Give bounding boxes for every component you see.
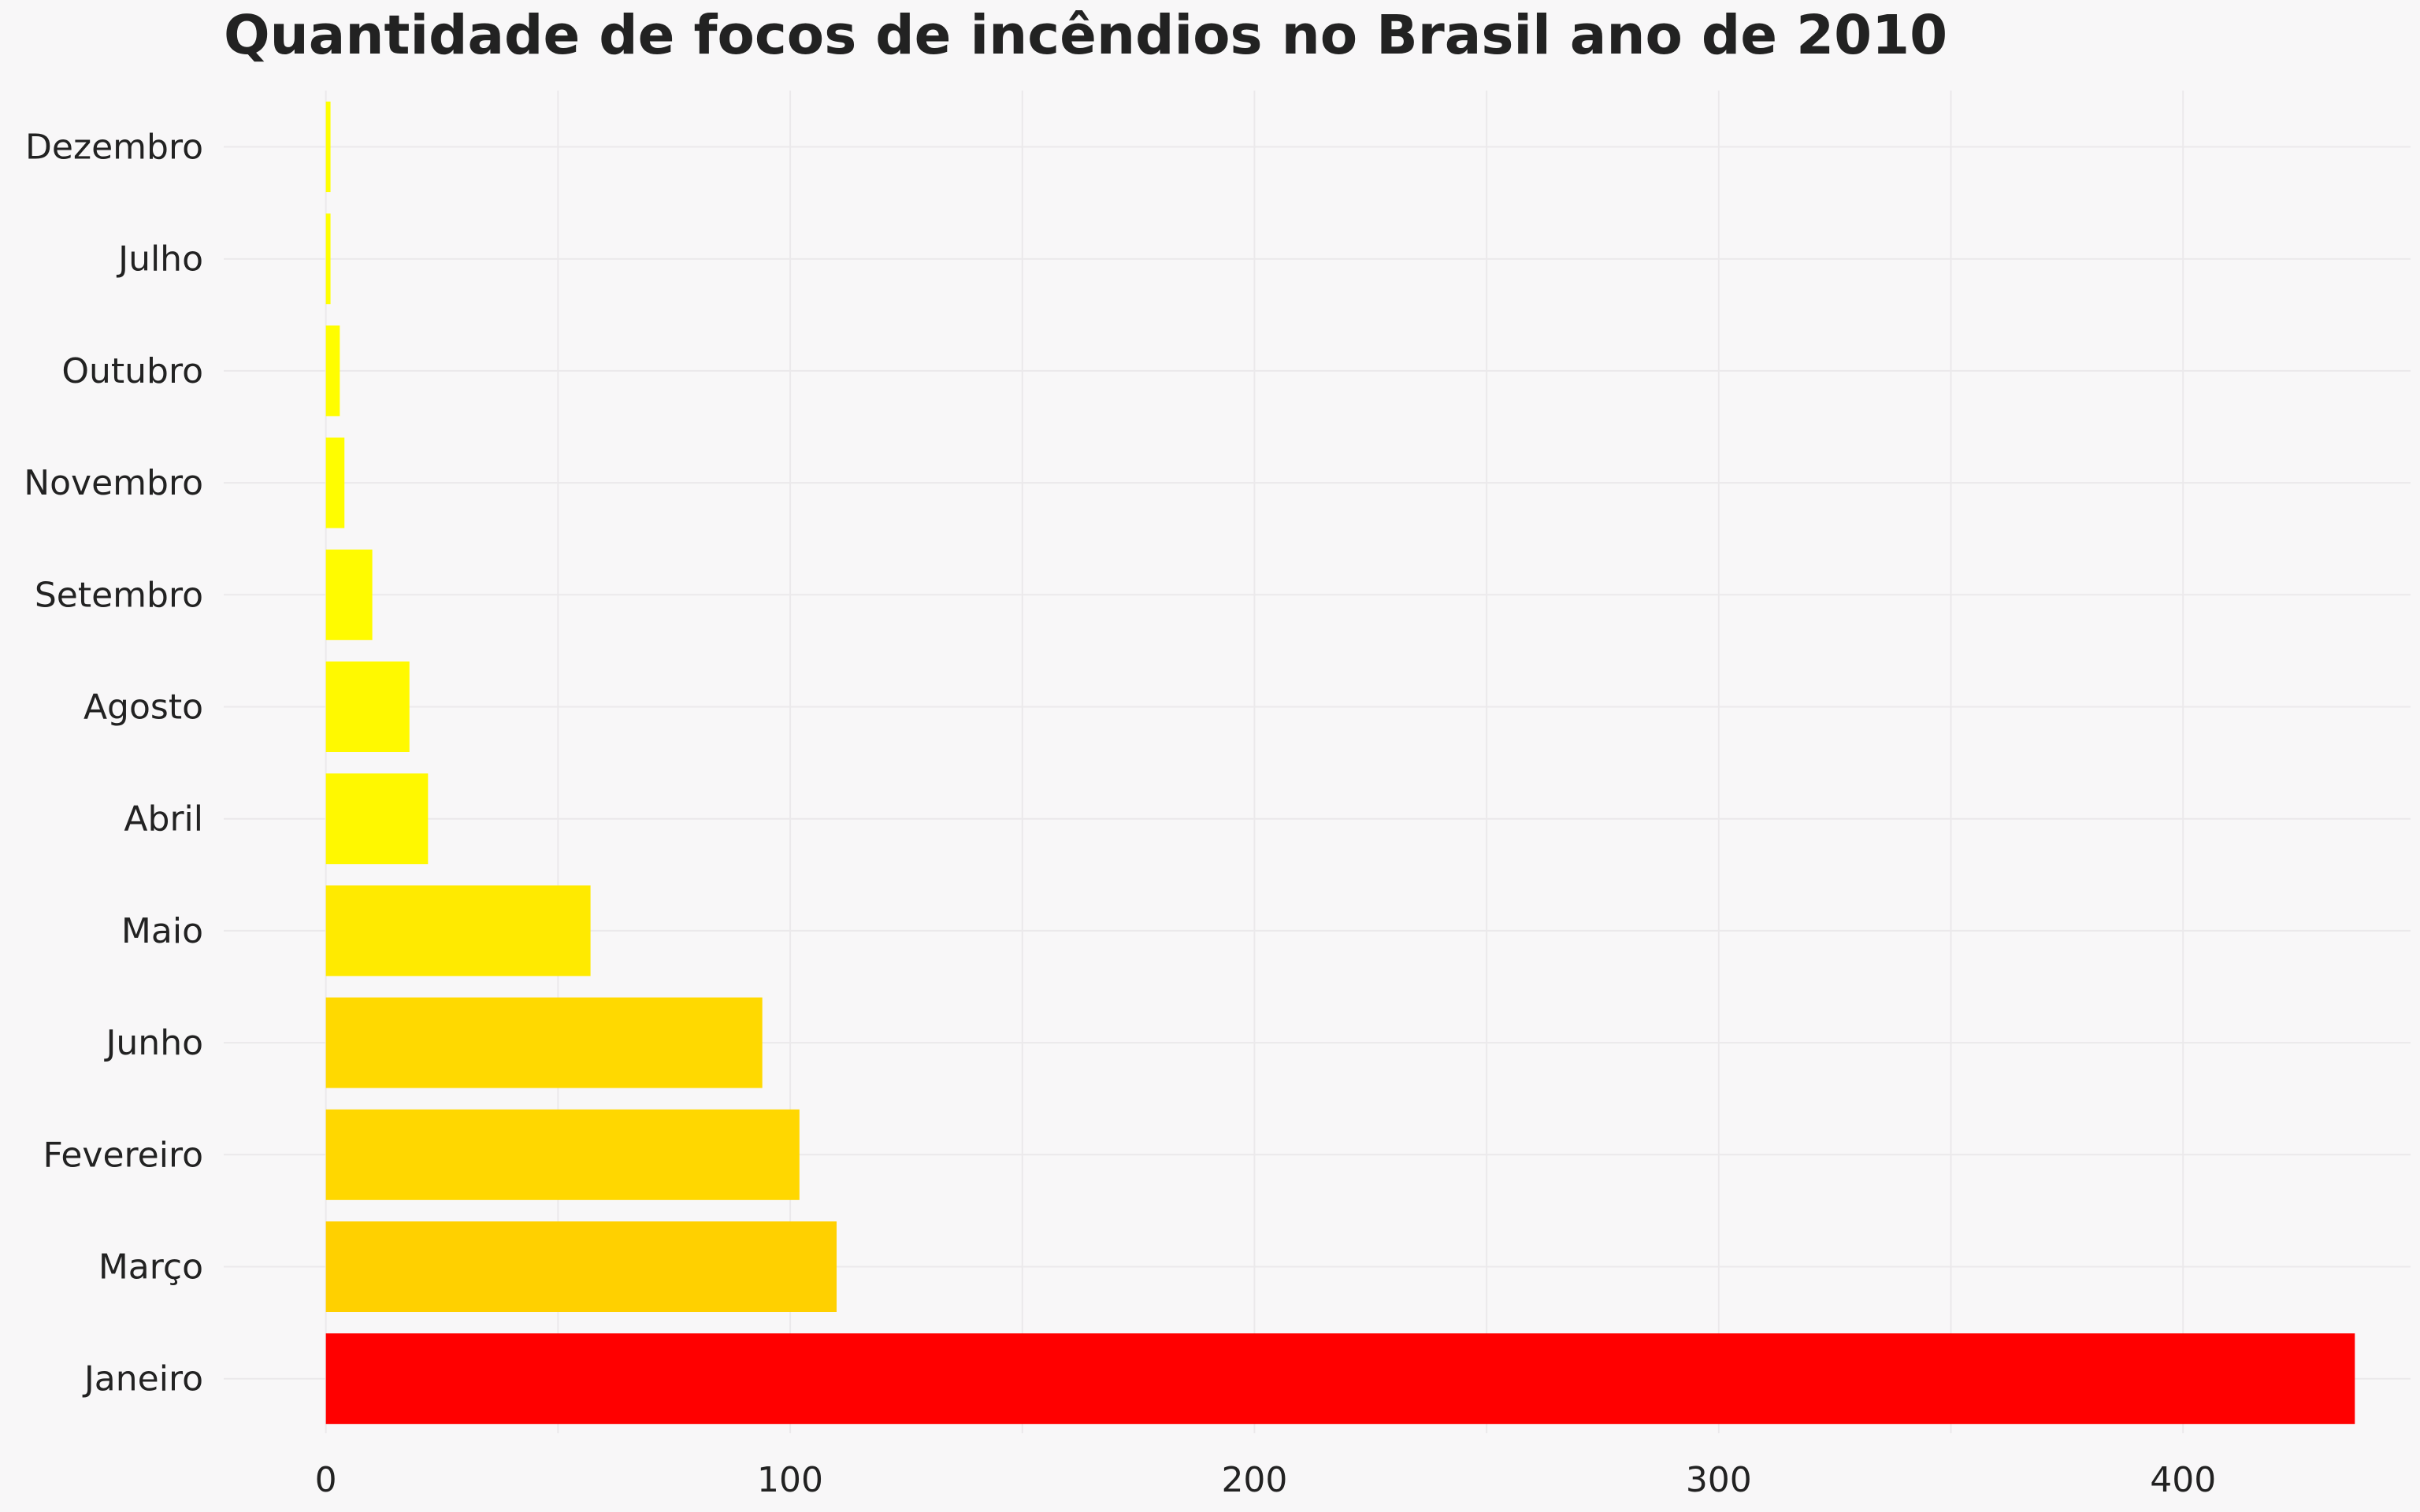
bar-novembro <box>325 437 345 528</box>
bar-outubro <box>325 325 340 417</box>
bar-dezembro <box>325 102 331 192</box>
y-tick-label: Agosto <box>84 687 203 728</box>
y-tick-label: Dezembro <box>25 128 203 168</box>
y-tick-label: Julho <box>116 239 203 280</box>
x-tick-label: 0 <box>315 1460 337 1500</box>
bar-fevereiro <box>325 1109 800 1200</box>
chart-title: Quantidade de focos de incêndios no Bras… <box>224 4 1948 67</box>
bar-março <box>325 1221 837 1312</box>
bars <box>325 102 2355 1425</box>
bar-maio <box>325 885 591 976</box>
y-tick-label: Maio <box>121 911 203 951</box>
bar-abril <box>325 773 429 865</box>
x-tick-label: 400 <box>2150 1460 2216 1500</box>
y-tick-label: Abril <box>124 799 203 839</box>
y-tick-label: Março <box>98 1247 203 1288</box>
bar-julho <box>325 213 331 305</box>
x-tick-labels: 0 100 200 300 400 <box>315 1460 2217 1500</box>
bar-junho <box>325 997 763 1088</box>
x-tick-label: 100 <box>757 1460 823 1500</box>
y-tick-label: Junho <box>103 1023 203 1063</box>
bar-janeiro <box>325 1333 2355 1425</box>
bar-setembro <box>325 549 373 640</box>
y-tick-label: Janeiro <box>82 1359 203 1399</box>
y-tick-label: Setembro <box>35 575 203 615</box>
x-tick-label: 300 <box>1686 1460 1752 1500</box>
y-tick-labels: Janeiro Março Fevereiro Junho Maio Abril Agost… <box>24 128 203 1399</box>
bar-agosto <box>325 662 410 752</box>
y-tick-label: Novembro <box>24 463 203 503</box>
y-tick-label: Outubro <box>61 351 203 391</box>
y-tick-label: Fevereiro <box>43 1135 203 1175</box>
x-tick-label: 200 <box>1221 1460 1287 1500</box>
